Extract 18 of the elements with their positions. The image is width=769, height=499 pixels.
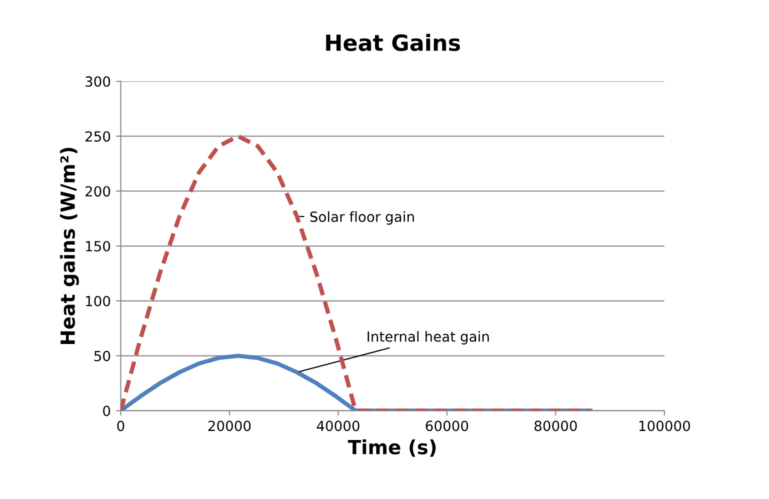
x-tick-label: 60000 (426, 420, 468, 432)
x-tick-label: 100000 (639, 420, 690, 432)
y-tick-label: 200 (86, 186, 110, 197)
y-tick-label: 100 (86, 296, 110, 306)
y-tick-label: 150 (86, 240, 110, 252)
y-axis-title: Heat gains (W/m²) (60, 148, 79, 344)
x-tick-label: 20000 (208, 420, 251, 432)
text: Internal heat gain (368, 331, 489, 344)
y-tick-label: 50 (94, 350, 110, 362)
x-tick-label: 0 (117, 420, 124, 432)
series-label: Solar floor gain (310, 211, 414, 225)
chart-title: Heat Gains (326, 34, 460, 52)
x-axis-title: Time (s) (348, 439, 436, 457)
y-tick-label: 0 (103, 406, 110, 416)
y-tick-label: 300 (86, 76, 110, 87)
x-tick-label: 80000 (534, 420, 577, 432)
x-tick-label: 40000 (316, 420, 360, 432)
y-tick-label: 250 (86, 131, 110, 142)
